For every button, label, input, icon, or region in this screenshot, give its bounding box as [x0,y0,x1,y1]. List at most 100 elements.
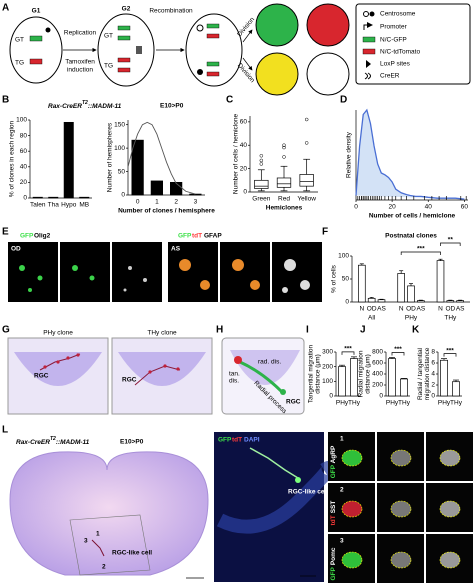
outlier [304,141,309,145]
x-tick-label: N [399,306,404,313]
ventricle [14,352,102,386]
panel-letter: J [360,325,366,336]
image-label: AS [171,246,181,253]
y-tick-label: 400 [372,371,383,378]
step-label: induction [67,67,93,74]
x-axis-label: Number of cells / hemiclone [369,213,456,220]
legend-box [355,3,471,85]
cell-outline [439,449,461,467]
step-label: Replication [64,30,97,37]
cells [43,353,180,374]
y-tick-label: 100 [114,145,125,152]
panel-e: OD AS GFP Olig2 GFP tdT GFAP [8,233,322,302]
chart-title: Postnatal clones [385,233,437,240]
cells [123,266,147,292]
y-tick-label: 4 [431,371,435,378]
x-tick-label: 40 [425,204,433,211]
measure-label: tan. [229,371,240,378]
cell-outline [439,500,461,518]
ventricle [230,350,300,385]
gene [117,25,131,31]
y-tick-label: 300 [322,349,333,356]
genotype-text: ::MADM-11 [56,439,90,446]
daughter-cell [255,3,299,47]
render-title: PHy clone [43,330,73,337]
bar [397,273,405,303]
stage-label: G2 [122,6,131,13]
step-label: Division [236,62,256,84]
panel-g: PHy clone THy clone RGC RGC [7,330,213,415]
outlier [259,158,264,163]
genotype-text: ::MADM-11 [88,103,122,110]
bar [358,264,366,303]
stain-label: tdT [232,437,242,444]
box [276,177,292,188]
row-number: 2 [340,487,344,494]
micrograph [112,242,162,302]
cell-outline [439,551,461,569]
bar [456,300,464,303]
x-tick-label: 0 [354,204,358,211]
x-tick-label: N [438,306,443,313]
x-tick-label: THy [450,400,463,407]
y-tick-label: 0 [329,393,333,400]
stain-label: tdTSST [330,501,337,526]
x-tick-label: PHy [386,400,399,407]
significance-bracket [341,351,355,355]
panel-letter: C [226,95,233,106]
x-tick-label: OD [367,306,377,313]
x-tick-label: AS [377,306,386,313]
y-tick-label: 0 [431,393,435,400]
legend-label: Promoter [380,24,408,31]
legend-label: N/C-GFP [380,37,407,44]
bar [79,196,90,199]
gene [117,57,131,63]
bar [338,366,346,397]
panel-letter: I [306,325,309,336]
bar [452,381,460,397]
y-axis-label: Tangential migration [308,345,315,404]
x-tick-label: THy [348,400,361,407]
clone [91,539,105,557]
genotype: Rax-CreERT2::MADM-11 [48,100,122,109]
measure-label: dis. [229,378,239,385]
group-label: THy [444,315,457,322]
bar [63,121,74,199]
step-label: Tamoxifen [65,59,95,66]
significance: *** [344,346,352,353]
stain: Pomc [330,547,337,565]
bar [131,139,144,196]
legend-icon [364,72,371,80]
stain: tdT [330,515,337,525]
y-axis-label: Number of hemispheres [107,122,114,192]
cell-outline [341,449,363,467]
y-tick-label: 60 [240,119,248,126]
outlier [282,145,286,150]
significance: *** [394,346,402,353]
cells [179,259,260,290]
x-tick-label: N [359,306,364,313]
micrograph [214,432,324,582]
x-tick-label: Green [252,196,270,203]
x-tick-label: 0 [136,199,140,206]
stain-label: Olig2 [34,233,51,240]
outlier [259,162,264,166]
bar [32,196,43,199]
y-axis-label: Number of cells / hemiclone [232,114,239,195]
centrosome [45,27,51,33]
panel-letter: D [340,95,347,106]
cell-label: GT [104,33,113,40]
bar [388,358,396,397]
bounding-box [69,514,151,576]
panel-h: tan. dis. rad. dis. Radial process RGC [221,337,305,416]
y-axis-label: % of cells [331,264,338,293]
stain-label: GFP [20,233,34,240]
cell-g1 [9,16,63,84]
y-tick-label: 0 [243,189,247,196]
bar [48,196,59,199]
y-tick-label: 200 [372,382,383,389]
legend-icon [363,22,373,30]
y-tick-label: 2 [431,382,435,389]
cells [19,265,95,292]
